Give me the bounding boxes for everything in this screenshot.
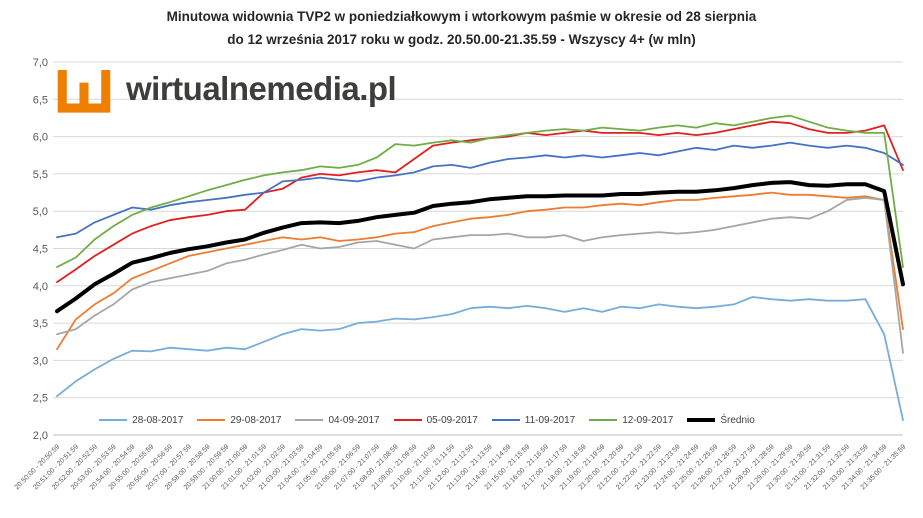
chart-title: Minutowa widownia TVP2 w poniedziałkowym… [0,6,923,52]
legend-label: 04-09-2017 [328,414,380,426]
y-axis-tick-label: 6,5 [33,94,48,106]
wirtualnemedia-logo-text: wirtualnemedia.pl [126,70,397,108]
y-axis-tick-label: 4,5 [33,244,48,256]
legend-swatch [393,419,422,421]
legend-item-Średnio: Średnio [687,414,755,426]
series-line-11-09-2017 [56,141,904,239]
wirtualnemedia-logo: wirtualnemedia.pl [55,64,397,114]
y-axis-tick-label: 3,5 [33,318,48,330]
series-line-04-09-2017 [56,196,904,354]
chart-title-line2: do 12 września 2017 roku w godz. 20.50.0… [227,31,696,47]
legend-label: 12-09-2017 [622,414,674,426]
series-line-29-08-2017 [56,191,904,351]
legend-item-05-09-2017: 05-09-2017 [393,414,478,426]
legend-label: Średnio [720,414,755,426]
legend-item-12-09-2017: 12-09-2017 [589,415,673,426]
logo-suffix: .pl [359,70,397,107]
legend-swatch [687,418,716,422]
y-axis-tick-label: 6,0 [33,132,48,144]
series-line-05-09-2017 [56,120,904,284]
y-axis-tick-label: 3,0 [33,355,48,367]
legend-label: 05-09-2017 [426,414,478,426]
legend-swatch [491,419,520,421]
series-line-Średnio [55,180,905,314]
legend-item-11-09-2017: 11-09-2017 [491,414,576,426]
legend-item-29-08-2017: 29-08-2017 [197,415,281,426]
legend-swatch [589,419,618,421]
legend-swatch [295,419,324,421]
y-axis-tick-label: 2,5 [33,393,48,405]
y-axis-tick-label: 4,0 [33,281,48,293]
y-axis-tick-label: 2,0 [33,430,48,442]
legend-label: 28-08-2017 [132,414,184,426]
chart-legend: 28-08-2017 29-08-2017 04-09-2017 05-09-2017… [57,412,797,428]
logo-name: wirtualnemedia [126,70,360,107]
chart-title-line1: Minutowa widownia TVP2 w poniedziałkowym… [166,9,757,24]
legend-item-04-09-2017: 04-09-2017 [295,414,380,426]
y-axis-tick-label: 5,5 [33,169,48,181]
y-axis-tick-label: 7,0 [33,57,48,69]
series-line-28-08-2017 [56,296,904,422]
legend-label: 11-09-2017 [524,414,576,426]
legend-label: 29-08-2017 [230,414,282,426]
wirtualnemedia-logo-icon [57,69,111,113]
legend-swatch [197,419,226,421]
legend-item-28-08-2017: 28-08-2017 [99,415,183,426]
y-axis-tick-label: 5,0 [33,206,48,218]
legend-swatch [99,419,128,421]
series-line-12-09-2017 [56,114,904,269]
